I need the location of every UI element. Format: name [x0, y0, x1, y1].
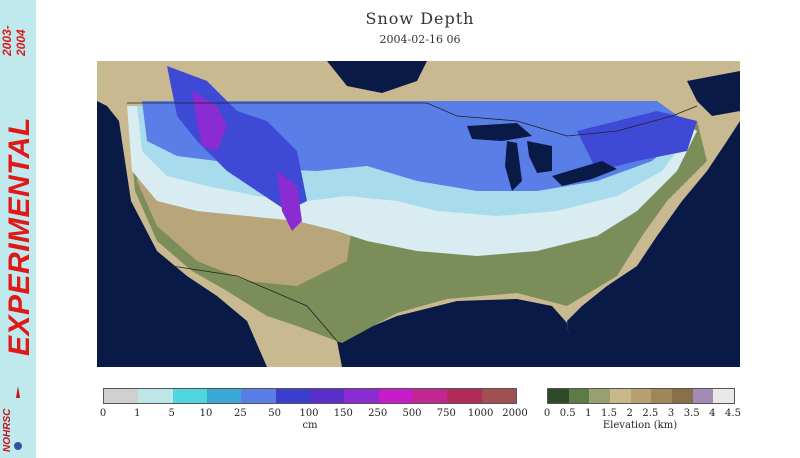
- snow-depth-tick-label: 100: [299, 408, 319, 419]
- snow-depth-tick-label: 1: [134, 408, 141, 419]
- snow-depth-swatch: [344, 389, 379, 403]
- snow-depth-tick-label: 25: [233, 408, 247, 419]
- elevation-swatch: [630, 389, 652, 403]
- snow-depth-colorbar: [103, 388, 517, 404]
- snow-depth-swatch: [104, 389, 139, 403]
- snow-depth-tick-label: 500: [402, 408, 422, 419]
- snow-depth-tick-label: 0: [99, 408, 107, 419]
- snow-depth-tick-label: 50: [268, 408, 282, 419]
- lake-michigan: [505, 141, 522, 191]
- elevation-swatch: [589, 389, 610, 403]
- experimental-label: EXPERIMENTAL: [3, 117, 36, 356]
- elevation-tick-label: 0: [543, 408, 551, 419]
- snow-depth-swatch: [275, 389, 310, 403]
- elevation-swatch: [713, 389, 734, 403]
- atlantic-ocean: [567, 121, 740, 367]
- elevation-swatch: [671, 389, 693, 403]
- snow-depth-swatch: [481, 389, 516, 403]
- pacific-ocean: [97, 101, 267, 367]
- snow-depth-swatch: [447, 389, 482, 403]
- nohrsc-logo: [14, 386, 22, 450]
- lake-superior: [467, 123, 532, 141]
- lake-huron: [527, 141, 552, 173]
- elevation-tick-label: 4.5: [725, 408, 741, 419]
- snow-depth-swatch: [241, 389, 276, 403]
- snow-depth-swatch: [172, 389, 207, 403]
- elevation-tick-label: 3.5: [683, 408, 700, 419]
- snow-depth-tick-label: 1000: [467, 408, 494, 419]
- season-label-start: 2003-: [0, 25, 14, 56]
- snow-very-deep-band-south: [277, 171, 302, 231]
- snow-depth-tick-label: 750: [436, 408, 456, 419]
- logo-text: NOHRSC: [2, 408, 13, 452]
- elevation-tick-label: 2.5: [642, 408, 659, 419]
- snow-depth-swatch: [309, 389, 345, 403]
- elevation-unit: Elevation (km): [602, 420, 678, 431]
- snow-depth-unit: cm: [302, 420, 318, 431]
- elevation-tick-label: 4: [709, 408, 716, 419]
- snow-depth-tick-label: 10: [199, 408, 213, 419]
- elevation-colorbar: [547, 388, 735, 404]
- snow-depth-tick-label: 150: [333, 408, 353, 419]
- snow-depth-tick-label: 250: [368, 408, 388, 419]
- snow-depth-swatch: [206, 389, 242, 403]
- snow-depth-tick-label: 5: [168, 408, 175, 419]
- hudson-bay: [327, 61, 427, 93]
- elevation-swatch: [568, 389, 590, 403]
- snow-depth-map: [97, 61, 740, 367]
- snow-depth-swatch: [138, 389, 173, 403]
- map-title: Snow Depth: [365, 9, 475, 28]
- canada-us-border: [127, 102, 698, 137]
- lake-erie-ontario: [552, 161, 617, 186]
- elevation-swatch: [548, 389, 569, 403]
- elevation-tick-label: 2: [626, 408, 633, 419]
- mexico-us-border: [171, 265, 338, 342]
- elevation-swatch: [651, 389, 672, 403]
- elevation-tick-label: 0.5: [559, 408, 576, 419]
- northeast-deep-snow: [577, 111, 697, 171]
- snow-depth-swatch: [378, 389, 413, 403]
- elevation-swatch: [692, 389, 714, 403]
- sidebar: 2003- 2004 EXPERIMENTAL NOHRSC: [0, 0, 36, 458]
- season-label-end: 2004: [14, 29, 28, 56]
- elevation-tick-label: 1.5: [601, 408, 617, 419]
- elevation-tick-label: 3: [667, 408, 675, 419]
- elevation-swatch: [609, 389, 631, 403]
- snow-depth-swatch: [412, 389, 448, 403]
- gulf-st-lawrence: [687, 71, 740, 116]
- snow-depth-tick-label: 2000: [502, 408, 528, 419]
- snow-very-deep-band: [192, 91, 227, 151]
- gulf-of-mexico: [337, 299, 573, 367]
- map-datetime: 2004-02-16 06: [379, 33, 461, 46]
- elevation-tick-label: 1: [585, 408, 592, 419]
